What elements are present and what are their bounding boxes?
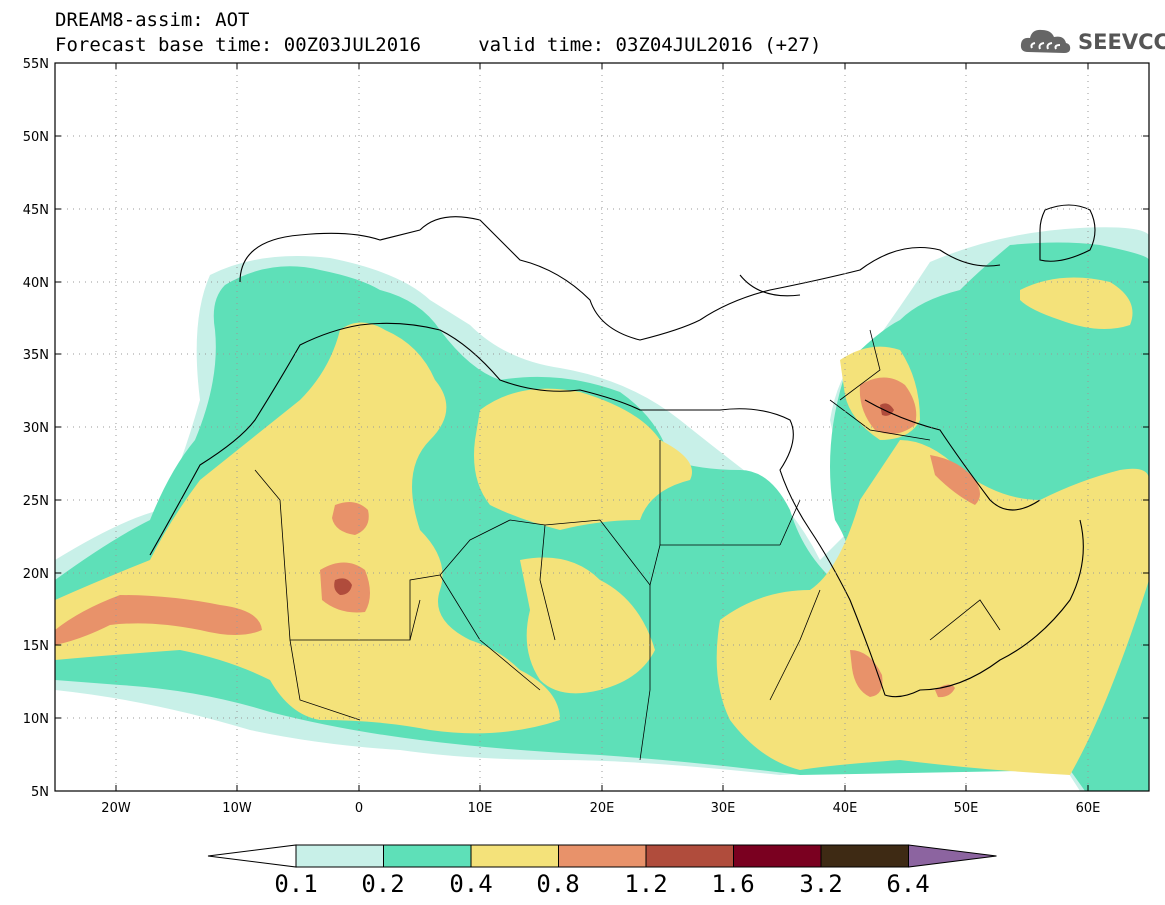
lat-label: 20N [23,567,49,582]
colorbar-swatch [470,844,559,868]
lat-label: 5N [31,785,49,800]
lon-label: 50E [954,801,979,816]
colorbar-label: 0.4 [449,870,493,898]
longitude-axis: 20W 10W 0 10E 20E 30E 40E 50E 60E [101,63,1100,816]
lat-label: 35N [23,348,49,363]
aot-band-0.8-1.2 [55,377,980,698]
title-line-1: DREAM8-assim: AOT [55,9,250,31]
colorbar-label: 6.4 [886,870,930,898]
logo-text: SEEVCCC [1078,30,1165,54]
colorbar-over-triangle [908,844,997,868]
colorbar [207,844,997,868]
lon-label: 20E [590,801,615,816]
colorbar-swatch [645,844,734,868]
lat-label: 25N [23,494,49,509]
colorbar-label: 1.2 [624,870,668,898]
lon-label: 40E [833,801,858,816]
lon-label: 60E [1076,801,1101,816]
lat-label: 45N [23,203,49,218]
colorbar-label: 0.2 [361,870,405,898]
aot-field [55,63,1149,791]
aot-band-0.4-0.8 [55,277,1149,775]
gridlines [55,63,1149,791]
lat-label: 10N [23,712,49,727]
latitude-axis: 55N 50N 45N 40N 35N 30N 25N 20N 15N 10N … [23,57,1149,800]
colorbar-label: 0.8 [536,870,580,898]
lon-label: 20W [101,801,131,816]
colorbar-swatch [295,844,384,868]
lon-label: 10W [222,801,252,816]
coastlines [149,204,1096,698]
colorbar-label: 3.2 [799,870,843,898]
colorbar-swatch [733,844,822,868]
lat-label: 40N [23,276,49,291]
colorbar-under-triangle [207,844,297,868]
lat-label: 30N [23,421,49,436]
seevccc-logo: SEEVCCC [1018,24,1165,58]
colorbar-swatch [820,844,909,868]
lon-label: 10E [468,801,493,816]
lon-label: 0 [355,801,363,816]
lat-label: 15N [23,639,49,654]
title-line-2: Forecast base time: 00Z03JUL2016 valid t… [55,34,822,56]
colorbar-swatch [558,844,647,868]
lon-label: 30E [711,801,736,816]
colorbar-swatch [383,844,472,868]
lat-label: 55N [23,57,49,72]
lat-label: 50N [23,130,49,145]
colorbar-label: 0.1 [274,870,318,898]
cloud-icon [1020,29,1071,53]
colorbar-label: 1.6 [711,870,755,898]
